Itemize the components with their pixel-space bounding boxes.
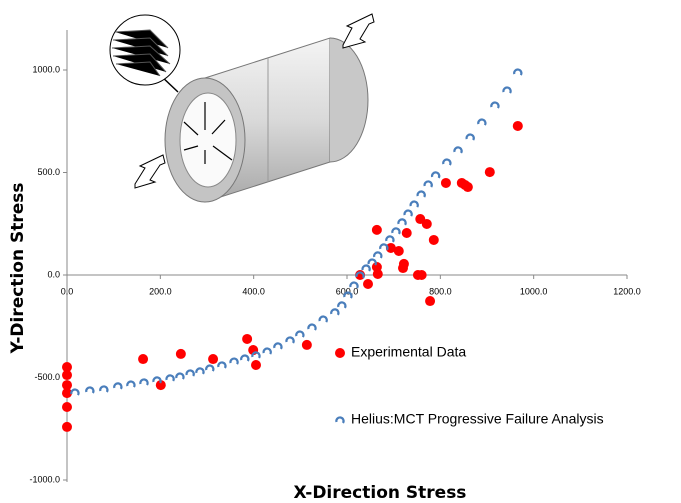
data-point <box>405 211 412 217</box>
data-point <box>208 354 218 364</box>
data-point <box>491 103 498 109</box>
data-point <box>167 375 174 381</box>
data-point <box>369 260 376 266</box>
data-point <box>241 355 248 361</box>
data-point <box>441 178 451 188</box>
x-tick-label: 800.0 <box>429 286 452 296</box>
data-point <box>422 219 432 229</box>
data-point <box>372 225 382 235</box>
data-point <box>331 309 338 315</box>
y-tick-label: 1000.0 <box>32 64 60 74</box>
data-point <box>286 337 293 343</box>
y-tick-label: 0.0 <box>47 269 60 279</box>
data-point <box>432 172 439 178</box>
data-point <box>417 270 427 280</box>
x-tick-label: 1000.0 <box>520 286 548 296</box>
data-point <box>242 334 252 344</box>
data-point <box>320 317 327 323</box>
x-tick-label: 600.0 <box>336 286 359 296</box>
data-point <box>230 359 237 365</box>
data-point <box>386 236 393 242</box>
data-point <box>296 331 303 337</box>
data-point <box>503 88 510 94</box>
data-point <box>302 340 312 350</box>
data-point <box>374 252 381 258</box>
data-point <box>114 383 121 389</box>
data-point <box>363 279 373 289</box>
data-point <box>402 228 412 238</box>
y-tick-label: -500.0 <box>34 372 60 382</box>
data-point <box>264 349 271 355</box>
data-point <box>86 387 93 393</box>
legend-marker <box>336 417 343 423</box>
y-tick-label: 500.0 <box>37 167 60 177</box>
x-axis-title: X-Direction Stress <box>294 483 467 503</box>
data-point <box>138 354 148 364</box>
data-point <box>429 235 439 245</box>
data-point <box>425 181 432 187</box>
data-point <box>187 370 194 376</box>
data-point <box>338 302 345 308</box>
data-point <box>467 134 474 140</box>
data-point <box>71 390 78 396</box>
data-point <box>363 265 370 271</box>
data-point <box>62 370 72 380</box>
x-tick-label: 0.0 <box>61 286 74 296</box>
legend-label: Experimental Data <box>351 344 466 360</box>
data-point <box>425 296 435 306</box>
data-point <box>443 159 450 165</box>
data-point <box>196 368 203 374</box>
y-tick-label: -1000.0 <box>29 474 60 484</box>
data-point <box>418 191 425 197</box>
x-tick-label: 400.0 <box>242 286 265 296</box>
data-point <box>380 244 387 250</box>
x-tick-label: 1200.0 <box>613 286 641 296</box>
legend-marker <box>335 348 345 358</box>
data-point <box>140 379 147 385</box>
data-point <box>398 219 405 225</box>
data-point <box>513 121 523 131</box>
data-point <box>514 70 521 76</box>
data-point <box>485 167 495 177</box>
x-tick-label: 200.0 <box>149 286 172 296</box>
data-point <box>373 269 383 279</box>
illustration <box>110 14 374 202</box>
data-point <box>100 386 107 392</box>
data-point <box>411 202 418 208</box>
data-point <box>62 402 72 412</box>
data-point <box>176 374 183 380</box>
data-point <box>127 382 134 388</box>
data-point <box>454 147 461 153</box>
data-point <box>308 325 315 331</box>
data-point <box>206 366 213 372</box>
data-point <box>392 228 399 234</box>
data-point <box>176 349 186 359</box>
data-point <box>274 343 281 349</box>
data-point <box>399 259 409 269</box>
chart: X-Direction Stress Y-Direction Stress 0.… <box>0 0 681 503</box>
data-point <box>394 246 404 256</box>
data-point <box>463 182 473 192</box>
data-point <box>252 352 259 358</box>
data-point <box>251 360 261 370</box>
data-point <box>62 422 72 432</box>
y-axis-title: Y-Direction Stress <box>8 183 28 355</box>
legend-label: Helius:MCT Progressive Failure Analysis <box>351 411 604 427</box>
data-point <box>218 362 225 368</box>
data-point <box>478 120 485 126</box>
